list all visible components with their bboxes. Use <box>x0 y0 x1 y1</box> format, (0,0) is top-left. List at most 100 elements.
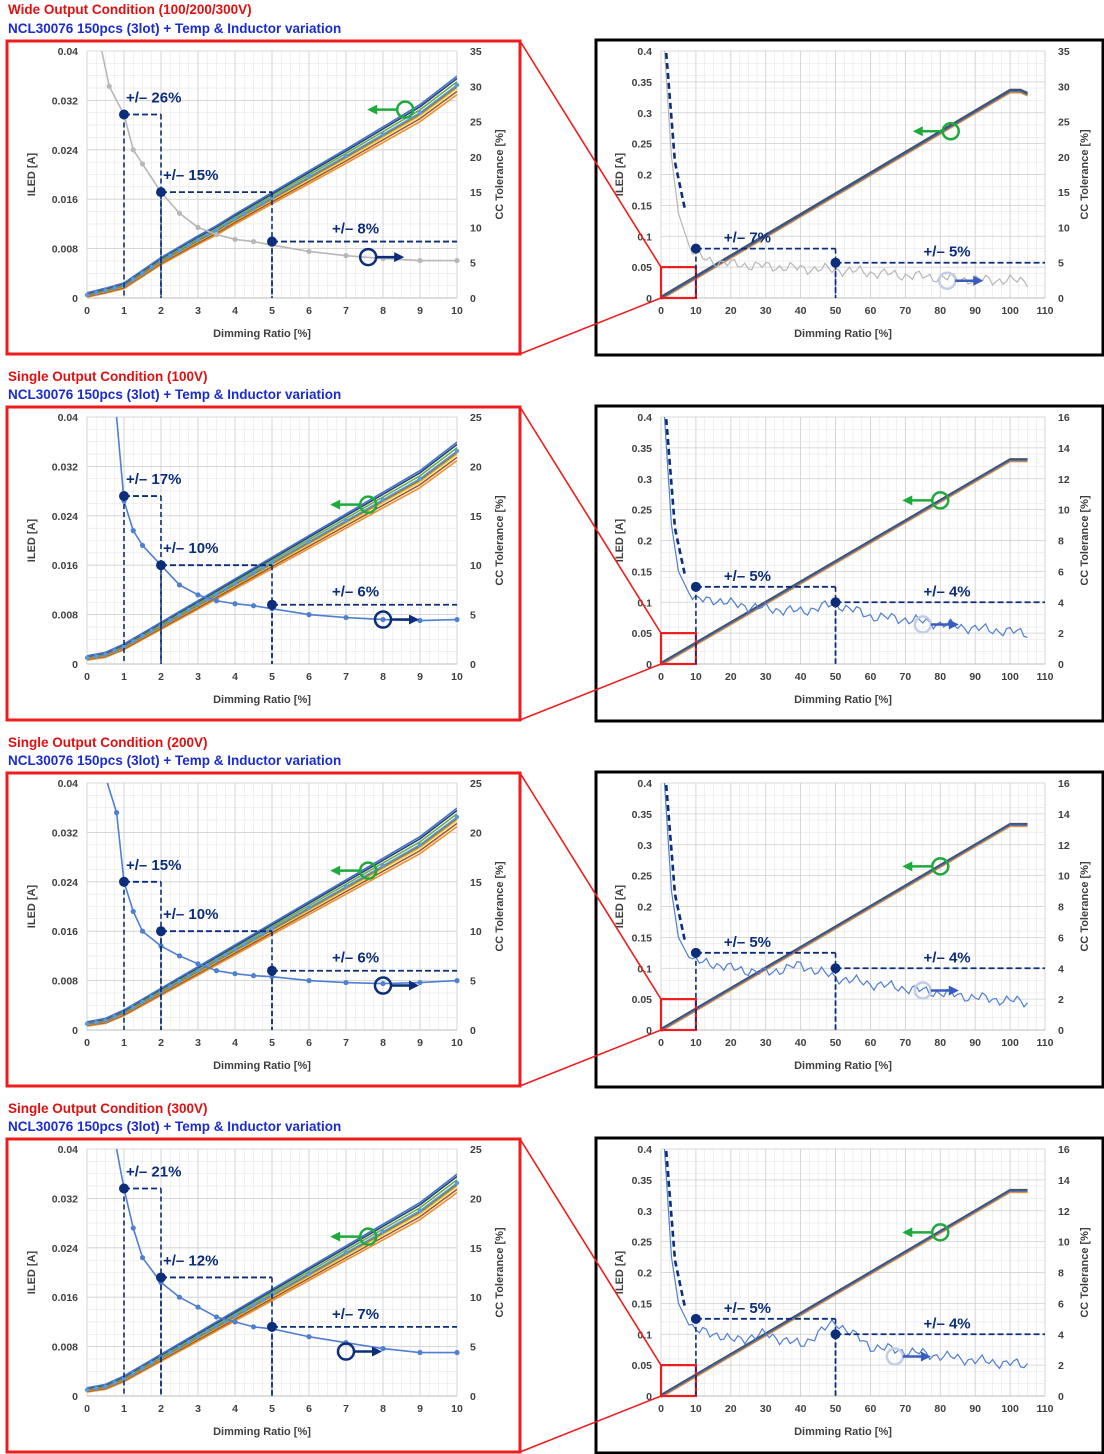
y-tick-label: 0.04 <box>58 46 79 58</box>
series-iled-line <box>87 807 457 1023</box>
x-axis-title: Dimming Ratio [%] <box>213 1426 311 1438</box>
x-axis-title: Dimming Ratio [%] <box>794 1060 892 1072</box>
x-tick-label: 3 <box>195 305 201 317</box>
zoom-connector-line <box>519 297 662 355</box>
x-tick-label: 50 <box>830 305 842 317</box>
y2-axis-title: CC Tolerance [%] <box>1079 129 1091 220</box>
tolerance-data-point <box>176 210 183 216</box>
x-tick-label: 6 <box>306 1037 312 1049</box>
y2-tick-label: 4 <box>1058 1329 1064 1341</box>
iled-data-point <box>177 248 182 253</box>
section-4-title: Single Output Condition (300V) <box>8 1101 208 1116</box>
series-iled-line <box>87 1173 457 1389</box>
y-tick-label: 0 <box>646 1391 652 1403</box>
right-axis-indicator-arrowhead <box>409 980 419 991</box>
y2-tick-label: 15 <box>470 511 482 523</box>
iled-data-point <box>214 958 219 963</box>
x-tick-label: 100 <box>1001 1403 1019 1415</box>
section-2-title: Single Output Condition (100V) <box>8 369 208 384</box>
y-axis-title: ILED [A] <box>614 884 626 928</box>
x-tick-label: 100 <box>1001 305 1019 317</box>
y-tick-label: 0.024 <box>52 511 78 523</box>
x-tick-label: 5 <box>269 1403 275 1415</box>
iled-data-point <box>417 110 423 115</box>
x-tick-label: 4 <box>232 1403 238 1415</box>
y2-axis-title: CC Tolerance [%] <box>1079 495 1091 586</box>
marker-point <box>267 236 277 247</box>
y2-tick-label: 0 <box>470 1025 476 1037</box>
right-axis-indicator-arrowhead <box>372 1346 382 1357</box>
x-tick-label: 50 <box>830 671 842 683</box>
iled-data-point <box>260 931 265 937</box>
tolerance-data-point <box>195 224 201 231</box>
marker-point <box>690 581 701 592</box>
y-tick-label: 0.2 <box>637 170 652 182</box>
x-tick-label: 6 <box>306 305 312 317</box>
x-tick-label: 110 <box>1037 1403 1054 1415</box>
y2-tick-label: 0 <box>470 293 476 305</box>
iled-data-point <box>251 206 256 211</box>
iled-data-point <box>103 1384 108 1389</box>
y2-tick-label: 5 <box>470 1342 476 1354</box>
y2-tick-label: 35 <box>1058 46 1070 58</box>
y-tick-label: 0.3 <box>637 840 652 852</box>
tolerance-dash-highlight <box>664 1150 687 1310</box>
marker-point <box>830 257 841 268</box>
iled-data-point <box>343 1250 349 1255</box>
marker-point <box>690 1313 701 1324</box>
y-tick-label: 0.032 <box>52 1193 78 1205</box>
iled-data-point <box>195 968 201 973</box>
x-tick-label: 9 <box>417 1037 423 1049</box>
zoom-connector-line <box>519 1138 662 1366</box>
tolerance-annotation: +/– 21% <box>126 1164 181 1181</box>
y-tick-label: 0.35 <box>632 77 653 89</box>
y-axis-title: ILED [A] <box>26 152 38 196</box>
y-tick-label: 0 <box>646 1025 652 1037</box>
y-tick-label: 0.024 <box>52 1243 78 1255</box>
y-tick-label: 0.05 <box>632 628 653 640</box>
iled-data-point <box>177 1345 182 1350</box>
tolerance-data-point <box>139 161 146 167</box>
x-tick-label: 80 <box>934 1403 946 1415</box>
right-axis-indicator-arrowhead <box>973 275 984 286</box>
tolerance-data-point <box>232 971 238 977</box>
series-tolerance-line <box>663 50 1029 288</box>
x-tick-label: 0 <box>658 671 664 683</box>
zoom-connector-line <box>519 663 662 721</box>
zoom-connector-line <box>519 1395 662 1453</box>
y2-tick-label: 0 <box>470 659 476 671</box>
x-tick-label: 10 <box>690 305 702 317</box>
x-axis-title: Dimming Ratio [%] <box>213 694 311 706</box>
x-axis-title: Dimming Ratio [%] <box>794 694 892 706</box>
tolerance-data-point <box>306 612 312 618</box>
y-tick-label: 0.008 <box>52 610 78 622</box>
marker-point <box>119 109 129 120</box>
section-1-title: Wide Output Condition (100/200/300V) <box>8 2 252 17</box>
y2-tick-label: 6 <box>1058 566 1064 578</box>
iled-data-point <box>140 1366 145 1371</box>
y2-tick-label: 0 <box>1058 1391 1064 1403</box>
iled-data-point <box>232 216 238 222</box>
y-tick-label: 0.032 <box>52 461 78 473</box>
iled-data-point <box>232 1313 238 1318</box>
right-axis-indicator-arrowhead <box>394 252 405 263</box>
y-tick-label: 0 <box>646 659 652 671</box>
x-tick-label: 110 <box>1037 671 1054 683</box>
iled-data-point <box>149 994 154 1000</box>
series-iled-line <box>660 825 1028 1033</box>
y2-tick-label: 25 <box>470 778 482 790</box>
iled-data-point <box>112 648 117 653</box>
iled-data-point <box>251 571 256 576</box>
tolerance-data-point <box>380 1345 386 1352</box>
tolerance-annotation: +/– 15% <box>126 857 181 874</box>
series-iled-line <box>87 825 457 1027</box>
section-1-subtitle: NCL30076 150pcs (3lot) + Temp & Inductor… <box>8 21 342 36</box>
y2-tick-label: 16 <box>1058 412 1070 424</box>
y2-tick-label: 8 <box>1058 536 1064 548</box>
y-axis-title: ILED [A] <box>614 518 626 562</box>
tolerance-data-point <box>139 542 146 549</box>
tolerance-annotation: +/– 10% <box>163 540 218 557</box>
y-axis-title: ILED [A] <box>614 152 626 196</box>
section-2-right-frame <box>594 404 1104 723</box>
left-axis-indicator-arrowhead <box>902 495 913 506</box>
